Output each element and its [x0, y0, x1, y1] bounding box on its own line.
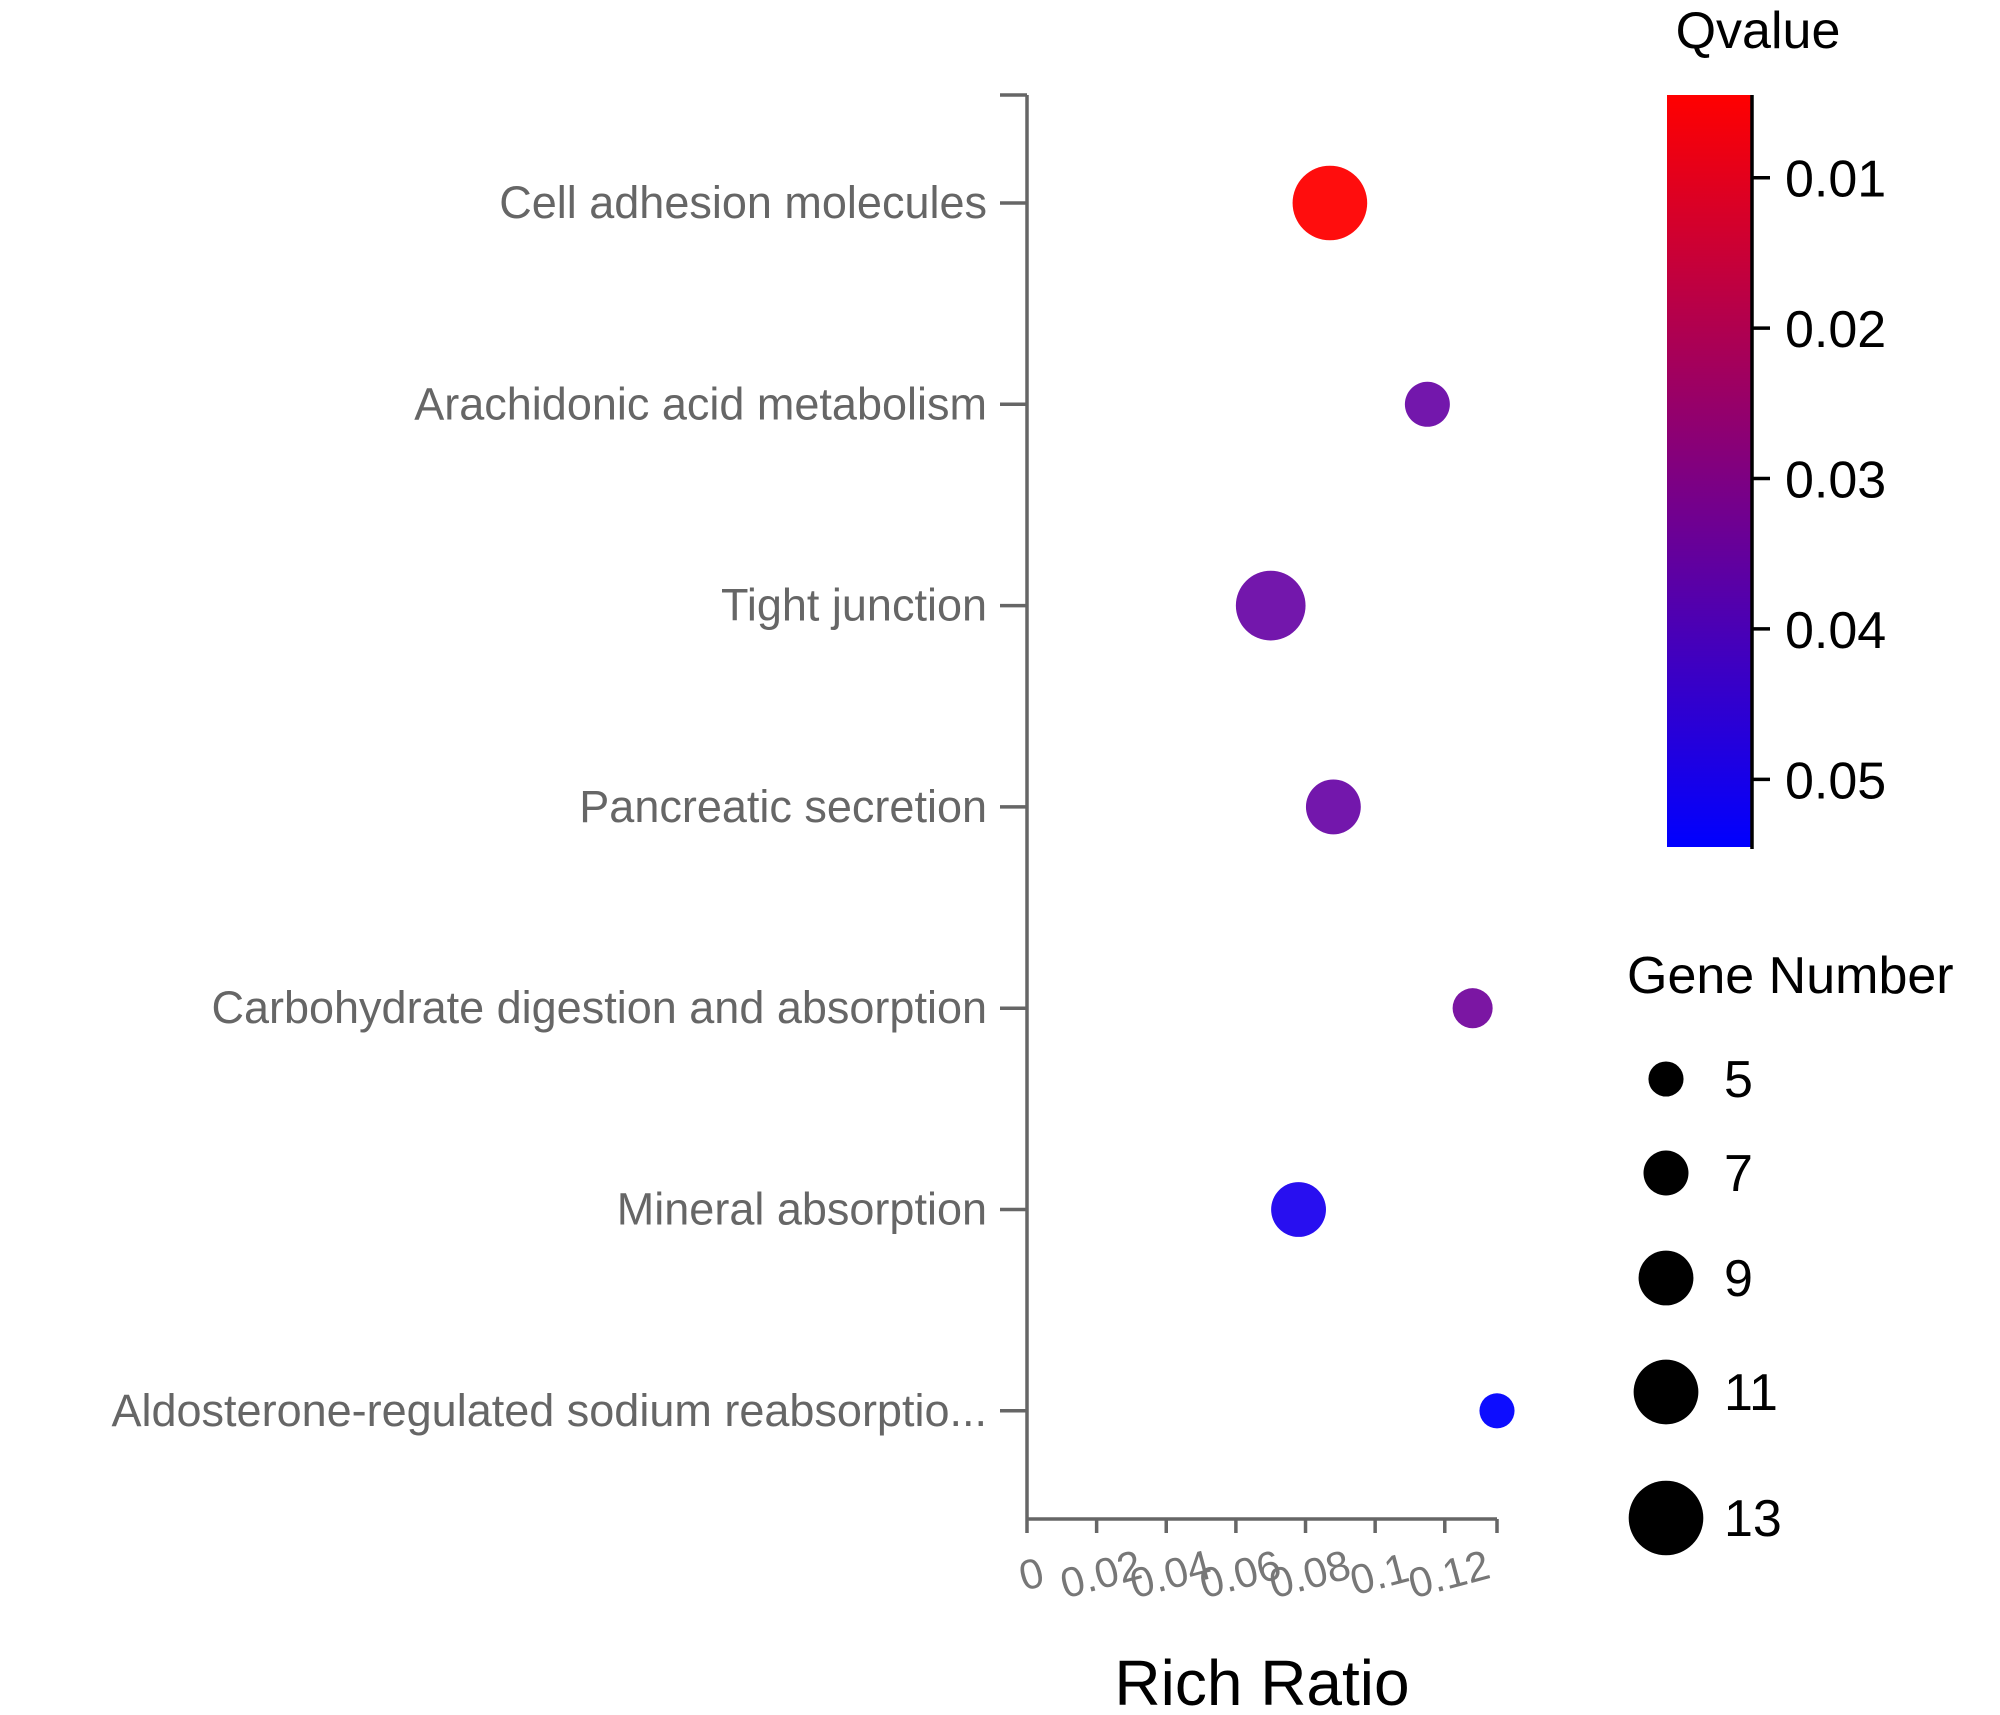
qvalue-tick-label: 0.05 — [1785, 752, 1886, 810]
y-tick-label: Pancreatic secretion — [579, 781, 987, 832]
data-point — [1292, 165, 1368, 241]
qvalue-tick-label: 0.01 — [1785, 151, 1886, 209]
gene-number-legend-marker — [1638, 1250, 1694, 1306]
qvalue-legend-ticks: 0.01 0.02 0.03 0.04 0.05 — [1752, 151, 1886, 810]
y-tick-label: Carbohydrate digestion and absorption — [211, 982, 987, 1033]
y-tick-label: Cell adhesion molecules — [499, 177, 987, 228]
data-point — [1235, 570, 1306, 641]
qvalue-legend-title: Qvalue — [1676, 2, 1841, 60]
x-tick-label: 0 — [1014, 1548, 1049, 1599]
gene-number-legend-label: 11 — [1724, 1364, 1778, 1422]
y-tick-label: Arachidonic acid metabolism — [414, 378, 987, 429]
gene-number-legend-label: 9 — [1724, 1250, 1753, 1308]
gene-number-legend-title: Gene Number — [1627, 947, 1954, 1005]
gene-number-legend-marker — [1628, 1480, 1704, 1556]
qvalue-tick-label: 0.04 — [1785, 602, 1886, 660]
qvalue-tick-label: 0.03 — [1785, 452, 1886, 510]
x-axis-title: Rich Ratio — [1114, 1647, 1409, 1715]
x-tick-label: 0.1 — [1345, 1544, 1414, 1605]
qvalue-colorbar — [1667, 95, 1751, 847]
gene-number-legend-items: 5 7 9 11 13 — [1628, 1051, 1782, 1556]
data-points — [1235, 165, 1515, 1429]
gene-number-legend-label: 5 — [1724, 1051, 1753, 1109]
qvalue-tick-label: 0.02 — [1785, 301, 1886, 359]
y-tick-label: Aldosterone-regulated sodium reabsorptio… — [111, 1385, 987, 1436]
qvalue-legend: Qvalue 0.01 0.02 0.03 0.04 0.05 — [1667, 2, 1886, 849]
gene-number-legend-marker — [1643, 1150, 1689, 1196]
x-tick-label: 0.08 — [1264, 1541, 1355, 1608]
y-tick-label: Mineral absorption — [617, 1184, 987, 1235]
x-tick-label: 0.12 — [1403, 1541, 1494, 1608]
data-point — [1271, 1182, 1326, 1237]
data-point — [1404, 381, 1450, 427]
gene-number-legend-label: 13 — [1724, 1490, 1782, 1548]
gene-number-legend: Gene Number 5 7 9 11 13 — [1627, 947, 1954, 1556]
y-tick-labels: Cell adhesion molecules Arachidonic acid … — [111, 177, 1027, 1436]
gene-number-legend-label: 7 — [1724, 1145, 1753, 1203]
data-point — [1479, 1393, 1515, 1429]
data-point — [1452, 988, 1493, 1029]
gene-number-legend-marker — [1633, 1359, 1699, 1425]
gene-number-legend-marker — [1648, 1061, 1684, 1097]
y-tick-label: Tight junction — [721, 580, 987, 631]
data-point — [1305, 779, 1361, 835]
x-tick-marks: 0 0.020.040.060.080.10.12 — [1014, 1519, 1499, 1608]
